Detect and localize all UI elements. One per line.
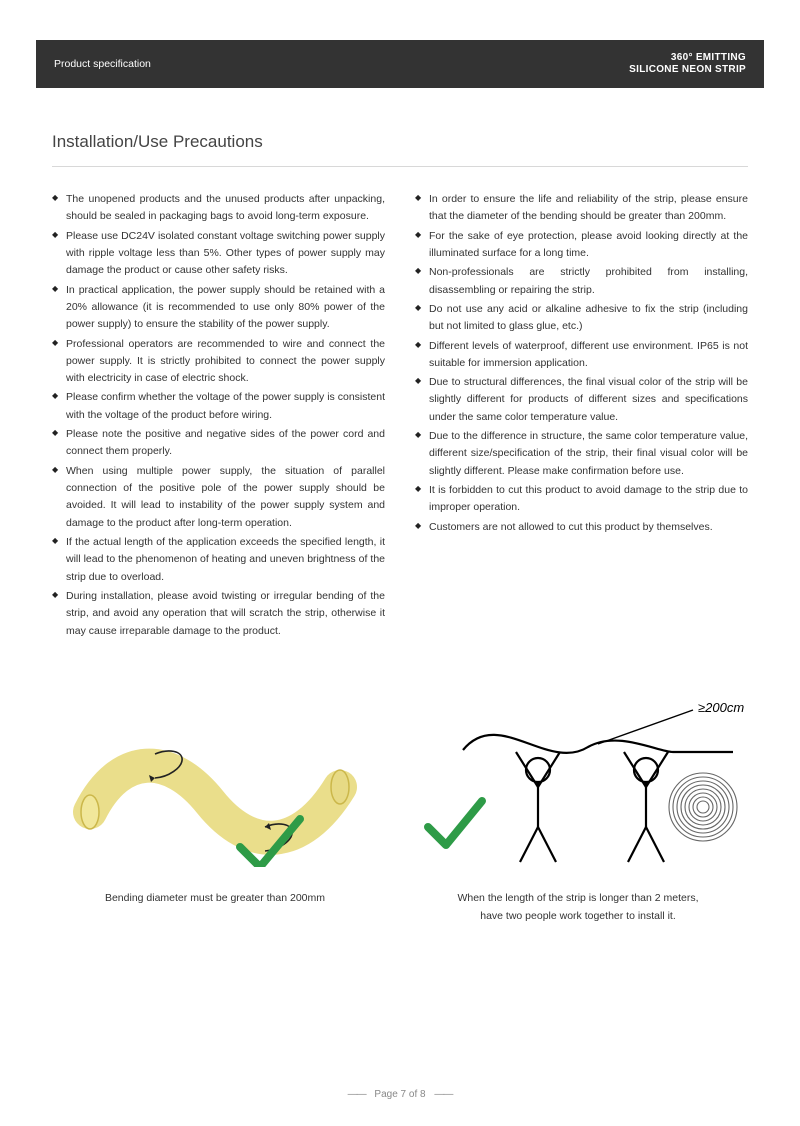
list-item: For the sake of eye protection, please a…: [415, 228, 748, 263]
precautions-columns: The unopened products and the unused pro…: [52, 191, 748, 642]
page-number: Page 7 of 8: [374, 1089, 425, 1100]
precautions-right-col: In order to ensure the life and reliabil…: [415, 191, 748, 642]
precautions-left-col: The unopened products and the unused pro…: [52, 191, 385, 642]
check-icon: [428, 801, 482, 845]
bending-diagram-svg: [60, 692, 370, 867]
header-right-text: 360° EMITTING SILICONE NEON STRIP: [629, 52, 746, 77]
diagram-bending: Bending diameter must be greater than 20…: [52, 692, 378, 926]
list-item: The unopened products and the unused pro…: [52, 191, 385, 226]
list-item: Professional operators are recommended t…: [52, 336, 385, 388]
precautions-left-list: The unopened products and the unused pro…: [52, 191, 385, 640]
diagram-two-people: ≥200cm: [408, 692, 748, 926]
diagrams-row: Bending diameter must be greater than 20…: [52, 692, 748, 926]
page-footer: —— Page 7 of 8 ——: [0, 1089, 800, 1100]
list-item: During installation, please avoid twisti…: [52, 588, 385, 640]
header-right-line2: SILICONE NEON STRIP: [629, 64, 746, 77]
list-item: If the actual length of the application …: [52, 534, 385, 586]
list-item: In order to ensure the life and reliabil…: [415, 191, 748, 226]
list-item: Please use DC24V isolated constant volta…: [52, 228, 385, 280]
diagram1-caption: Bending diameter must be greater than 20…: [52, 890, 378, 908]
two-people-diagram-svg: ≥200cm: [408, 692, 748, 867]
header-right-line1: 360° EMITTING: [629, 52, 746, 65]
list-item: Do not use any acid or alkaline adhesive…: [415, 301, 748, 336]
doc-header: Product specification 360° EMITTING SILI…: [36, 40, 764, 88]
precautions-right-list: In order to ensure the life and reliabil…: [415, 191, 748, 536]
header-left-text: Product specification: [54, 58, 151, 70]
diagram2-caption-line1: When the length of the strip is longer t…: [408, 890, 748, 908]
list-item: Please confirm whether the voltage of th…: [52, 389, 385, 424]
footer-dash-left: ——: [348, 1089, 366, 1100]
list-item: It is forbidden to cut this product to a…: [415, 482, 748, 517]
list-item: Non-professionals are strictly prohibite…: [415, 264, 748, 299]
list-item: In practical application, the power supp…: [52, 282, 385, 334]
list-item: Due to structural differences, the final…: [415, 374, 748, 426]
diagram2-caption: When the length of the strip is longer t…: [408, 890, 748, 926]
strip-coil-icon: [669, 773, 737, 841]
content-area: Installation/Use Precautions The unopene…: [0, 132, 800, 926]
section-rule: [52, 166, 748, 167]
list-item: Due to the difference in structure, the …: [415, 428, 748, 480]
length-label: ≥200cm: [698, 700, 744, 715]
list-item: Customers are not allowed to cut this pr…: [415, 519, 748, 536]
section-title: Installation/Use Precautions: [52, 132, 748, 152]
person-right-icon: [624, 752, 668, 862]
list-item: When using multiple power supply, the si…: [52, 463, 385, 532]
footer-dash-right: ——: [434, 1089, 452, 1100]
person-left-icon: [516, 752, 560, 862]
list-item: Please note the positive and negative si…: [52, 426, 385, 461]
list-item: Different levels of waterproof, differen…: [415, 338, 748, 373]
diagram2-caption-line2: have two people work together to install…: [408, 908, 748, 926]
